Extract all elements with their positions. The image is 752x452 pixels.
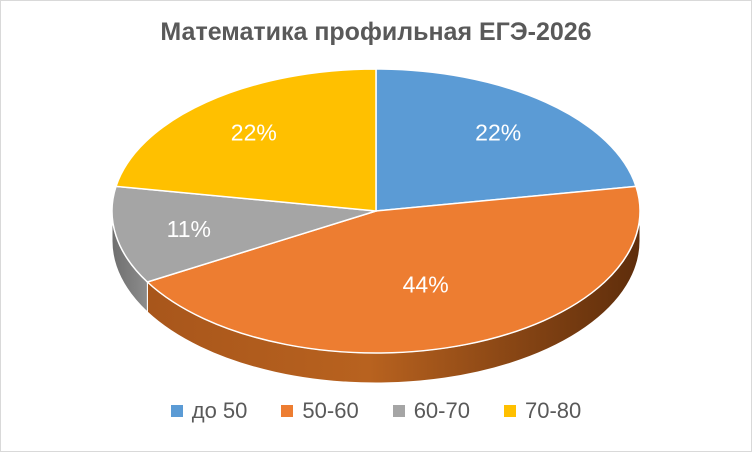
data-label-60-70: 11% xyxy=(167,216,211,242)
data-label-50: 22% xyxy=(475,120,521,146)
legend-label: до 50 xyxy=(191,398,248,423)
pie-slice-60-70 xyxy=(111,185,377,283)
legend-swatch xyxy=(170,405,183,417)
pie-slice-50-60 xyxy=(145,185,641,354)
legend-label: 70-80 xyxy=(524,398,582,423)
legend-item-50-60: 50-60 xyxy=(281,398,359,424)
pie-slice-70-80 xyxy=(115,68,377,212)
legend-label: 60-70 xyxy=(413,398,470,423)
legend-item-60-70: 60-70 xyxy=(392,398,470,424)
legend-swatch xyxy=(392,405,405,417)
chart-title: Математика профильная ЕГЭ-2026 xyxy=(160,18,592,46)
legend-swatch xyxy=(281,405,294,417)
legend-item-do-50: до 50 xyxy=(170,398,248,424)
data-label-70-80: 22% xyxy=(231,120,277,146)
pie-slice-50 xyxy=(375,68,637,212)
chart-legend: до 50 50-60 60-70 70-80 xyxy=(0,398,752,424)
data-label-50-60: 44% xyxy=(403,271,449,297)
legend-label: 50-60 xyxy=(302,398,359,423)
legend-swatch xyxy=(503,405,516,417)
legend-item-70-80: 70-80 xyxy=(503,398,582,424)
